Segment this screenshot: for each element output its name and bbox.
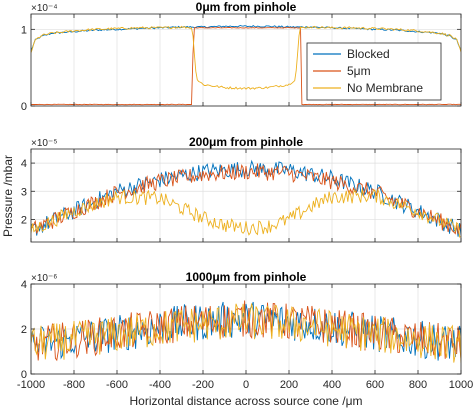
legend: Blocked 5μm No Membrane <box>306 42 442 101</box>
x-tick-label: 200 <box>280 379 298 391</box>
x-tick-label: -1000 <box>17 379 45 391</box>
series-line-five <box>31 27 461 106</box>
panels-group: 0 1 ×10⁻⁴ 0μm from pinhole Blocked 5μm No Memb… <box>17 0 473 391</box>
y-exponent-label: ×10⁻⁵ <box>31 138 57 149</box>
x-tick-label: 800 <box>409 379 427 391</box>
grid-lines <box>30 149 462 242</box>
legend-label-blocked: Blocked <box>347 47 390 61</box>
x-tick-label: -200 <box>192 379 214 391</box>
y-axis-label: Pressure /mbar <box>1 155 15 237</box>
y-tick-label: 2 <box>21 214 27 226</box>
panel-title: 0μm from pinhole <box>196 0 297 14</box>
y-exponent-label: ×10⁻⁶ <box>31 273 57 284</box>
x-tick-label: -400 <box>149 379 171 391</box>
y-tick-label: 4 <box>21 158 27 170</box>
panel-title: 1000μm from pinhole <box>186 270 307 284</box>
series-line-none <box>31 188 461 238</box>
y-tick-label: 3 <box>21 186 27 198</box>
legend-label-none: No Membrane <box>347 81 423 95</box>
legend-label-five: 5μm <box>347 64 371 78</box>
x-tick-label: 400 <box>323 379 341 391</box>
panel-title: 200μm from pinhole <box>189 135 303 149</box>
series-line-none <box>31 25 461 90</box>
y-tick-label: 1 <box>21 24 27 36</box>
x-tick-label: 0 <box>243 379 249 391</box>
x-tick-label: -800 <box>63 379 85 391</box>
x-tick-label: -600 <box>106 379 128 391</box>
x-axis-label: Horizontal distance across source cone /… <box>129 394 362 408</box>
series-line-five <box>31 300 461 362</box>
x-tick-label: 1000 <box>449 379 473 391</box>
y-tick-label: 2 <box>21 324 27 336</box>
series-group <box>31 25 461 106</box>
y-exponent-label: ×10⁻⁴ <box>31 3 58 14</box>
panel-1: 0 1 ×10⁻⁴ 0μm from pinhole Blocked 5μm No Memb… <box>21 0 462 113</box>
panel-3: -1000 -800 -600 -400 -200 0 200 400 600 800 1000 0 2… <box>17 270 473 391</box>
y-tick-label: 0 <box>21 369 27 381</box>
series-line-five <box>31 163 461 235</box>
y-tick-label: 0 <box>21 101 27 113</box>
panel-2: 2 3 4 ×10⁻⁵ 200μm from pinhole <box>21 135 462 243</box>
y-tick-label: 4 <box>21 279 27 291</box>
series-group <box>31 159 461 238</box>
series-line-none <box>31 303 461 363</box>
x-tick-label: 600 <box>366 379 384 391</box>
series-group <box>31 300 461 363</box>
